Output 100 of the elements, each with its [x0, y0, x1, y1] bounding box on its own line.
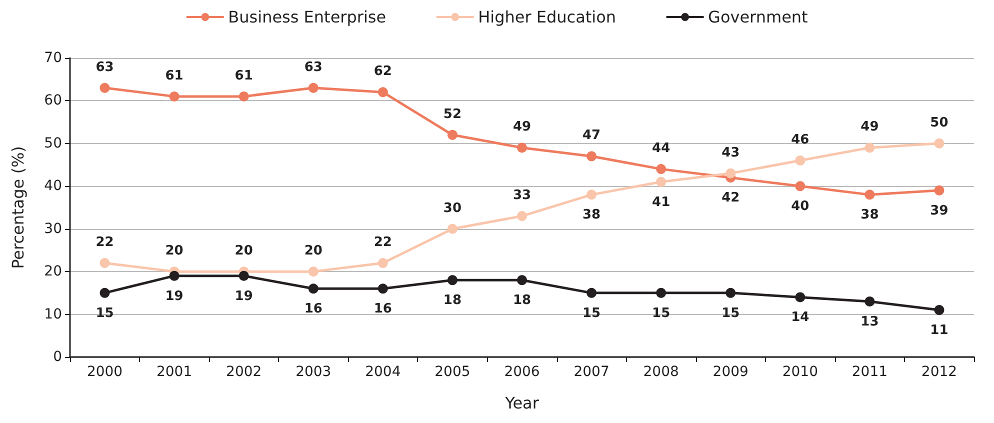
- data-label: 43: [722, 145, 740, 160]
- point: [238, 270, 249, 281]
- data-label: 46: [791, 132, 810, 148]
- point: [378, 284, 388, 294]
- data-label: 15: [582, 306, 601, 321]
- point: [795, 156, 806, 166]
- point: [308, 266, 318, 277]
- point: [378, 87, 388, 98]
- x-axis-title: Year: [504, 394, 540, 412]
- data-label: 61: [165, 68, 184, 84]
- data-label: 50: [930, 115, 948, 130]
- point: [586, 288, 597, 298]
- data-label: 14: [791, 310, 810, 326]
- point: [447, 224, 458, 234]
- data-label: 63: [304, 60, 322, 75]
- data-label: 38: [860, 208, 879, 223]
- y-axis-title: Percentage (%): [8, 146, 28, 269]
- x-tick-label: 2005: [434, 364, 470, 380]
- y-tick-label: 70: [44, 50, 62, 66]
- point: [378, 258, 388, 268]
- x-tick-label: 2004: [365, 364, 401, 380]
- point: [656, 176, 666, 187]
- data-label: 49: [860, 120, 879, 135]
- data-label: 47: [582, 128, 601, 144]
- data-label: 49: [512, 120, 532, 135]
- data-label: 38: [582, 208, 601, 223]
- point: [795, 292, 806, 302]
- x-tick-label: 2000: [86, 364, 123, 380]
- point: [517, 211, 527, 222]
- data-label: 40: [791, 199, 810, 214]
- point: [308, 82, 318, 93]
- point: [100, 258, 110, 268]
- data-label: 11: [930, 323, 948, 338]
- x-tick-label: 2009: [712, 364, 748, 380]
- point: [517, 275, 527, 286]
- data-label: 22: [96, 235, 114, 250]
- point: [586, 151, 597, 162]
- data-label: 13: [860, 314, 879, 330]
- point: [517, 142, 527, 153]
- data-label: 20: [165, 244, 184, 259]
- point: [100, 82, 110, 93]
- point: [726, 288, 736, 298]
- x-tick-label: 2011: [852, 364, 888, 380]
- data-label: 30: [443, 200, 462, 216]
- point: [726, 168, 736, 178]
- point: [864, 296, 875, 306]
- x-tick-label: 2002: [226, 364, 262, 380]
- data-label: 15: [722, 306, 740, 321]
- point: [586, 190, 597, 200]
- point: [238, 91, 249, 102]
- point: [308, 284, 318, 294]
- point: [656, 164, 666, 174]
- legend-label: Higher Education: [478, 8, 616, 26]
- point: [169, 270, 180, 281]
- data-label: 22: [374, 235, 392, 250]
- point: [447, 130, 458, 140]
- data-label: 18: [512, 293, 532, 308]
- data-label: 39: [930, 203, 948, 218]
- data-label: 19: [234, 288, 253, 304]
- y-tick-label: 20: [44, 264, 62, 280]
- data-label: 41: [652, 194, 670, 210]
- data-label: 20: [234, 244, 253, 259]
- y-tick-label: 0: [53, 349, 62, 365]
- y-tick-label: 30: [44, 220, 62, 237]
- point: [934, 305, 944, 316]
- legend-label: Business Enterprise: [228, 8, 386, 26]
- x-tick-label: 2003: [296, 364, 332, 380]
- data-label: 18: [443, 293, 462, 308]
- point: [864, 142, 875, 153]
- legend-label: Government: [708, 8, 808, 26]
- point: [169, 91, 180, 102]
- point: [934, 185, 944, 196]
- data-label: 62: [374, 64, 392, 80]
- y-tick-label: 60: [44, 92, 62, 109]
- y-tick-label: 10: [44, 306, 62, 322]
- data-label: 42: [722, 190, 740, 206]
- x-tick-label: 2008: [643, 364, 679, 380]
- point: [656, 288, 666, 298]
- data-label: 19: [165, 288, 184, 304]
- x-tick-label: 2006: [504, 364, 540, 380]
- data-label: 52: [443, 106, 462, 122]
- data-label: 15: [652, 306, 670, 321]
- data-label: 16: [374, 302, 392, 317]
- data-label: 16: [304, 302, 322, 317]
- point: [795, 181, 806, 192]
- data-label: 15: [96, 306, 114, 321]
- y-tick-label: 50: [44, 135, 62, 152]
- point: [864, 190, 875, 200]
- data-label: 61: [234, 68, 253, 84]
- point: [934, 138, 944, 148]
- point: [100, 288, 110, 298]
- y-tick-label: 40: [44, 178, 62, 194]
- x-tick-label: 2001: [156, 364, 192, 380]
- data-label: 33: [512, 188, 532, 204]
- data-label: 20: [304, 244, 322, 259]
- data-label: 63: [96, 60, 114, 75]
- x-tick-label: 2012: [921, 364, 958, 380]
- point: [447, 275, 458, 286]
- data-label: 44: [652, 141, 670, 156]
- x-tick-label: 2010: [782, 364, 818, 380]
